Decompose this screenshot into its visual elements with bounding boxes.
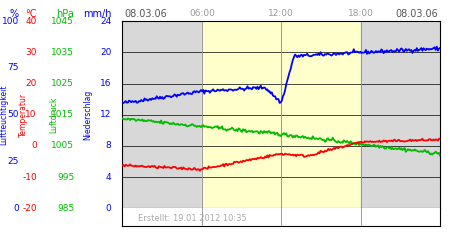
Text: -10: -10 (22, 172, 37, 182)
Bar (202, 21, 360, 208)
Text: 1025: 1025 (51, 79, 74, 88)
Text: 08.03.06: 08.03.06 (125, 9, 167, 19)
Text: 50: 50 (7, 110, 19, 119)
Text: Niederschlag: Niederschlag (83, 90, 92, 140)
Text: Temperatur: Temperatur (19, 93, 28, 137)
Bar (360, 21, 440, 208)
Text: 4: 4 (106, 172, 112, 182)
Text: 1035: 1035 (51, 48, 74, 57)
Text: 30: 30 (25, 48, 37, 57)
Text: 995: 995 (57, 172, 74, 182)
Text: 20: 20 (26, 79, 37, 88)
Text: 75: 75 (7, 64, 19, 72)
Text: °C: °C (25, 9, 37, 19)
Text: mm/h: mm/h (83, 9, 112, 19)
Text: 985: 985 (57, 204, 74, 213)
Text: 40: 40 (26, 17, 37, 26)
Text: 1045: 1045 (51, 17, 74, 26)
Text: Erstellt: 19.01.2012 10:35: Erstellt: 19.01.2012 10:35 (138, 214, 247, 223)
Text: 8: 8 (106, 142, 112, 150)
Text: 0: 0 (13, 204, 19, 213)
Text: 25: 25 (8, 157, 19, 166)
Text: 0: 0 (106, 204, 112, 213)
Text: 12: 12 (100, 110, 112, 119)
Text: 1005: 1005 (51, 142, 74, 150)
Text: -20: -20 (22, 204, 37, 213)
Text: 0: 0 (31, 142, 37, 150)
Text: 10: 10 (25, 110, 37, 119)
Text: Luftdruck: Luftdruck (50, 96, 58, 133)
Text: %: % (10, 9, 19, 19)
Text: hPa: hPa (56, 9, 74, 19)
Bar (122, 21, 202, 208)
Text: 24: 24 (100, 17, 112, 26)
Text: 16: 16 (100, 79, 112, 88)
Text: 1015: 1015 (51, 110, 74, 119)
Text: 08.03.06: 08.03.06 (395, 9, 438, 19)
Text: 100: 100 (2, 17, 19, 26)
Text: 20: 20 (100, 48, 112, 57)
Text: Luftfeuchtigkeit: Luftfeuchtigkeit (0, 84, 8, 145)
